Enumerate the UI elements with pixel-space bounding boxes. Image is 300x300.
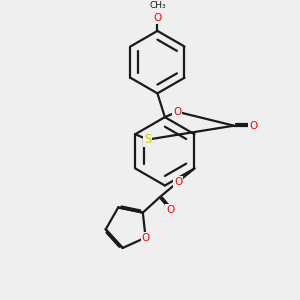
Text: O: O — [174, 177, 182, 187]
Text: CH₃: CH₃ — [149, 1, 166, 10]
Text: O: O — [173, 107, 182, 117]
Text: O: O — [166, 205, 174, 215]
Text: O: O — [153, 14, 162, 23]
Text: S: S — [144, 133, 152, 146]
Text: O: O — [249, 121, 257, 131]
Text: O: O — [141, 232, 150, 243]
